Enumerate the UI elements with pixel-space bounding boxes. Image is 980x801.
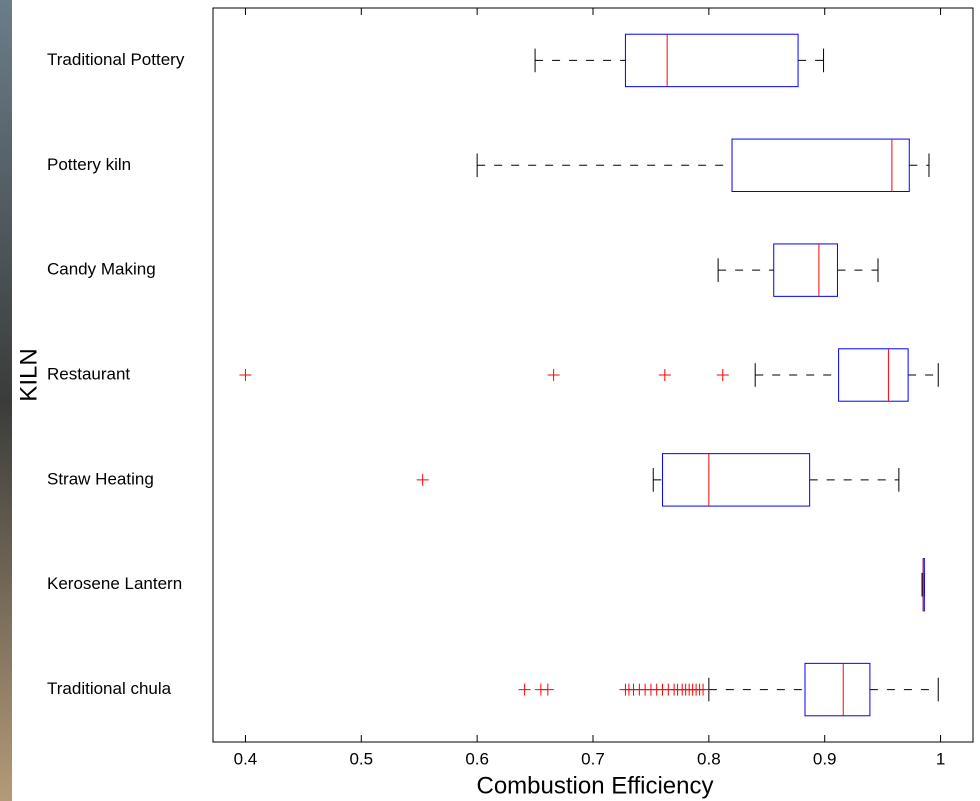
outlier bbox=[547, 369, 560, 381]
box bbox=[624, 33, 799, 88]
y-tick-label: Kerosene Lantern bbox=[47, 574, 182, 593]
box bbox=[804, 662, 871, 717]
y-axis-label: KILN bbox=[15, 348, 42, 401]
box bbox=[838, 348, 909, 402]
box bbox=[662, 453, 811, 507]
y-tick-label: Candy Making bbox=[47, 260, 156, 279]
x-tick-label: 0.8 bbox=[697, 749, 721, 768]
outlier bbox=[239, 369, 252, 381]
outlier bbox=[716, 369, 729, 381]
background-photo-strip bbox=[0, 0, 12, 801]
y-tick-label: Traditional chula bbox=[47, 679, 172, 698]
outlier bbox=[518, 683, 531, 696]
x-tick-label: 0.9 bbox=[813, 749, 837, 768]
x-tick-label: 1 bbox=[936, 749, 945, 768]
outlier bbox=[541, 683, 554, 696]
outlier bbox=[697, 683, 710, 696]
x-tick-label: 0.6 bbox=[465, 749, 489, 768]
box bbox=[731, 138, 910, 192]
y-tick-label: Straw Heating bbox=[47, 469, 154, 488]
outlier bbox=[658, 369, 671, 381]
y-tick-label: Restaurant bbox=[47, 364, 130, 383]
x-tick-label: 0.4 bbox=[234, 749, 258, 768]
outlier bbox=[416, 473, 429, 486]
x-tick-label: 0.5 bbox=[349, 749, 373, 768]
x-axis-label: Combustion Efficiency bbox=[477, 772, 714, 799]
y-tick-label: Pottery kiln bbox=[47, 155, 131, 174]
x-tick-label: 0.7 bbox=[581, 749, 605, 768]
y-tick-label: Traditional Pottery bbox=[47, 50, 185, 69]
box bbox=[773, 243, 838, 297]
